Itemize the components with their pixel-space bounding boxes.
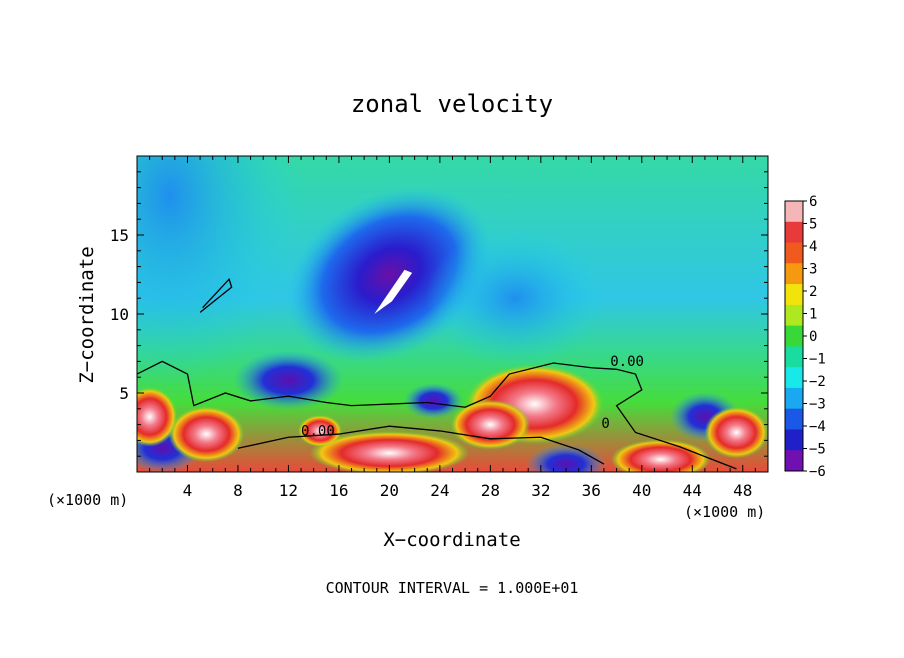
x-tick-label: 16 <box>329 481 348 500</box>
colorbar-swatch <box>785 346 803 368</box>
plot-area: 0.00 0.00 0 <box>137 156 768 472</box>
colorbar-swatch <box>785 201 803 223</box>
x-axis-ticks: 4 8 12 16 20 24 28 32 36 40 44 48 <box>149 156 756 500</box>
colorbar-swatch <box>785 221 803 244</box>
x-tick-label: 28 <box>481 481 500 500</box>
colorbar-swatch <box>785 408 803 430</box>
field-region <box>137 156 300 386</box>
y-axis-ticks: 5 10 15 <box>110 171 768 457</box>
field-region <box>704 406 768 459</box>
x-unit-right: (×1000 m) <box>684 503 765 521</box>
colorbar-swatch <box>785 284 803 306</box>
colorbar-tick-label: −4 <box>809 419 826 435</box>
colorbar-tick-label: −6 <box>809 464 826 480</box>
x-tick-label: 36 <box>582 481 601 500</box>
colorbar-tick-label: 2 <box>809 284 817 300</box>
y-tick-label: 10 <box>110 305 129 324</box>
field-region <box>450 399 531 450</box>
colorbar-tick-label: 0 <box>809 329 817 345</box>
field-region <box>610 439 711 472</box>
colorbar-swatch <box>785 429 803 451</box>
colorbar-swatch <box>785 450 803 472</box>
x-tick-label: 32 <box>531 481 550 500</box>
contour-interval-note: CONTOUR INTERVAL = 1.000E+01 <box>326 579 579 597</box>
colorbar-tick-label: 3 <box>809 262 817 278</box>
y-axis-label: Z−coordinate <box>76 246 98 383</box>
colorbar-tick-label: −2 <box>809 374 826 390</box>
colorbar-swatch <box>785 387 803 410</box>
field-region <box>137 386 178 447</box>
colorbar-tick-label: 6 <box>809 194 817 210</box>
field-region <box>168 406 245 463</box>
x-tick-label: 40 <box>632 481 651 500</box>
field-region <box>297 414 342 447</box>
field-region <box>233 350 344 411</box>
field-region <box>309 431 470 472</box>
zero-contour <box>137 360 737 470</box>
colorbar-tick-label: −1 <box>809 352 826 368</box>
x-tick-label: 8 <box>233 481 243 500</box>
colorbar-tick-label: 1 <box>809 307 817 323</box>
field-region <box>425 228 606 369</box>
chart-title: zonal velocity <box>351 90 553 118</box>
x-tick-label: 48 <box>733 481 752 500</box>
x-unit-left: (×1000 m) <box>47 491 128 509</box>
x-tick-label: 44 <box>683 481 702 500</box>
x-tick-label: 20 <box>380 481 399 500</box>
colorbar-swatch <box>785 325 803 347</box>
colorbar-swatch <box>785 304 803 327</box>
zero-contour <box>237 425 605 465</box>
y-tick-label: 15 <box>110 226 129 245</box>
colorbar-swatch <box>785 263 803 285</box>
x-tick-label: 24 <box>430 481 449 500</box>
colorbar: 6 5 4 3 2 1 0 −1 −2 −3 −4 −5 −6 <box>784 194 826 480</box>
x-tick-label: 4 <box>183 481 193 500</box>
colorbar-tick-label: 5 <box>809 217 817 233</box>
zero-contour <box>199 277 233 313</box>
field-region <box>526 444 607 472</box>
colorbar-tick-label: 4 <box>809 239 817 255</box>
colorbar-swatch <box>785 367 803 389</box>
colorbar-tick-label: −5 <box>809 442 826 458</box>
y-tick-label: 5 <box>119 384 129 403</box>
x-tick-label: 12 <box>279 481 298 500</box>
field-region <box>403 382 464 419</box>
colorbar-tick-label: −3 <box>809 397 826 413</box>
jet-core <box>374 269 413 314</box>
colorbar-swatch <box>785 242 803 264</box>
contour-label: 0.00 <box>610 354 644 370</box>
contour-label: 0.00 <box>301 424 335 440</box>
contour-label: 0 <box>601 416 609 432</box>
x-axis-label: X−coordinate <box>383 529 520 551</box>
